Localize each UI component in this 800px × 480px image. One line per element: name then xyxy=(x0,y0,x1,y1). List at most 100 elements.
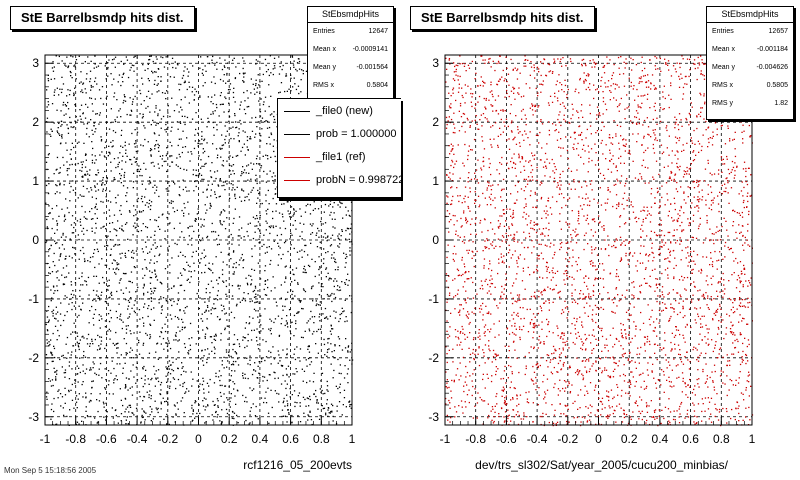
scatter-point xyxy=(124,398,127,400)
scatter-point xyxy=(673,235,675,237)
scatter-point xyxy=(237,154,239,157)
scatter-point xyxy=(581,59,583,61)
scatter-point xyxy=(224,181,226,183)
scatter-point xyxy=(110,141,112,143)
scatter-point xyxy=(272,217,274,220)
scatter-point xyxy=(187,201,189,203)
scatter-point xyxy=(181,109,183,111)
scatter-point xyxy=(636,141,638,143)
scatter-point xyxy=(700,268,702,271)
scatter-point xyxy=(338,238,340,240)
scatter-point xyxy=(313,393,315,395)
scatter-point xyxy=(482,302,484,305)
scatter-point xyxy=(252,237,255,240)
scatter-point xyxy=(504,78,506,80)
scatter-point xyxy=(471,96,473,98)
scatter-point xyxy=(703,315,705,317)
scatter-point xyxy=(198,173,200,175)
scatter-point xyxy=(45,241,47,244)
scatter-point xyxy=(183,412,185,414)
scatter-point xyxy=(555,423,557,425)
scatter-point xyxy=(93,313,95,315)
scatter-point xyxy=(533,331,535,333)
scatter-point xyxy=(145,226,147,228)
scatter-point xyxy=(59,171,61,174)
scatter-point xyxy=(186,88,188,91)
scatter-point xyxy=(81,170,83,172)
scatter-point xyxy=(512,139,514,141)
scatter-point xyxy=(584,333,586,336)
scatter-point xyxy=(116,116,118,118)
scatter-point xyxy=(138,339,140,342)
scatter-point xyxy=(62,407,64,409)
scatter-point xyxy=(543,302,545,304)
scatter-point xyxy=(734,334,736,336)
scatter-point xyxy=(258,361,260,363)
scatter-point xyxy=(650,83,652,85)
scatter-point xyxy=(250,178,252,180)
scatter-point xyxy=(586,185,588,187)
scatter-point xyxy=(537,312,539,315)
scatter-point xyxy=(146,268,148,270)
scatter-point xyxy=(197,142,200,144)
scatter-point xyxy=(525,203,527,205)
scatter-point xyxy=(113,158,116,160)
scatter-point xyxy=(304,398,306,401)
scatter-point xyxy=(129,211,131,213)
scatter-point xyxy=(219,391,222,394)
scatter-point xyxy=(250,283,252,285)
scatter-point xyxy=(284,298,287,301)
scatter-point xyxy=(606,344,608,346)
scatter-point xyxy=(88,191,90,193)
scatter-point xyxy=(521,134,524,136)
scatter-point xyxy=(85,368,88,370)
scatter-point xyxy=(111,360,113,362)
scatter-point xyxy=(262,155,264,157)
scatter-point xyxy=(655,284,657,286)
scatter-point xyxy=(59,358,61,361)
scatter-point xyxy=(147,291,149,293)
scatter-point xyxy=(470,88,472,90)
scatter-point xyxy=(605,369,608,371)
scatter-point xyxy=(89,399,92,402)
scatter-point xyxy=(732,324,734,326)
scatter-point xyxy=(215,333,217,335)
scatter-point xyxy=(255,301,257,303)
scatter-point xyxy=(591,365,593,367)
scatter-point xyxy=(530,66,533,68)
scatter-point xyxy=(91,305,93,308)
scatter-point xyxy=(158,357,160,359)
scatter-point xyxy=(319,247,321,249)
scatter-point xyxy=(283,400,285,402)
scatter-point xyxy=(96,183,98,185)
scatter-point xyxy=(535,389,537,391)
scatter-point xyxy=(659,205,661,207)
scatter-point xyxy=(53,122,55,124)
scatter-point xyxy=(103,225,105,227)
scatter-point xyxy=(184,66,186,68)
scatter-point xyxy=(304,269,306,271)
scatter-point xyxy=(56,205,58,207)
scatter-point xyxy=(694,286,696,288)
scatter-point xyxy=(322,236,325,238)
scatter-point xyxy=(84,211,86,213)
scatter-point xyxy=(98,282,100,284)
scatter-point xyxy=(47,330,49,332)
scatter-point xyxy=(210,176,213,179)
scatter-point xyxy=(75,116,77,118)
scatter-point xyxy=(611,78,613,80)
scatter-point xyxy=(328,407,330,409)
scatter-point xyxy=(62,283,65,286)
scatter-point xyxy=(56,224,58,226)
scatter-point xyxy=(219,214,221,216)
scatter-point xyxy=(243,169,246,171)
scatter-point xyxy=(166,170,168,173)
scatter-point xyxy=(726,410,728,413)
scatter-point xyxy=(222,261,224,263)
scatter-point xyxy=(278,92,280,94)
scatter-point xyxy=(61,366,63,368)
scatter-point xyxy=(741,131,743,133)
scatter-point xyxy=(205,309,207,311)
scatter-point xyxy=(109,231,111,233)
scatter-point xyxy=(200,167,202,169)
